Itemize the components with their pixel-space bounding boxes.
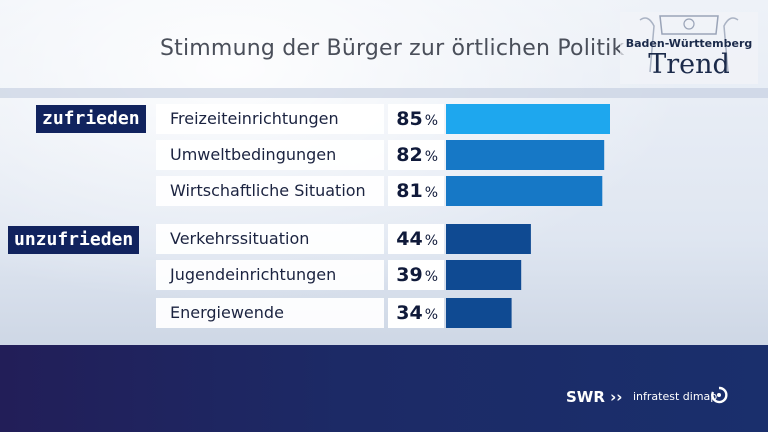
category-label: Wirtschaftliche Situation [156,176,384,206]
value-unit: % [424,233,438,249]
logo-line1: Baden-Württemberg [625,37,753,50]
value-label: 81% [388,176,444,206]
header-divider [0,88,768,98]
category-label: Umweltbedingungen [156,140,384,170]
broadcaster-name: SWR [566,388,605,406]
group-label-dissatisfied: unzufrieden [8,226,140,254]
value-label: 34% [388,298,444,328]
bar-2 [446,140,605,170]
bar-5 [446,260,522,290]
category-label: Verkehrssituation [156,224,384,254]
category-row: Wirtschaftliche Situation 81% [156,176,444,206]
value-number: 85 [396,108,423,130]
category-row: Verkehrssituation 44% [156,224,444,254]
infratest-logo-text: infratest dimap [633,390,718,403]
chart-title: Stimmung der Bürger zur örtlichen Politi… [160,36,625,61]
value-label: 39% [388,260,444,290]
infratest-logo-icon [711,386,728,404]
category-label: Jugendeinrichtungen [156,260,384,290]
chevron-right-icon: ›› [604,388,623,406]
footer-band [0,345,768,432]
category-label: Energiewende [156,298,384,328]
bar-4 [446,224,531,254]
bw-trend-logo: Baden-Württemberg Trend [620,12,758,84]
value-label: 85% [388,104,444,134]
category-row: Energiewende 34% [156,298,444,328]
value-label: 82% [388,140,444,170]
value-number: 39 [396,264,423,286]
value-label: 44% [388,224,444,254]
category-label: Freizeiteinrichtungen [156,104,384,134]
group-label-satisfied: zufrieden [36,105,146,133]
coat-of-arms-icon [620,12,758,84]
value-unit: % [424,185,438,201]
bar-1 [446,104,610,134]
value-number: 34 [396,302,423,324]
value-unit: % [424,149,438,165]
value-unit: % [424,113,438,129]
category-row: Umweltbedingungen 82% [156,140,444,170]
value-unit: % [424,269,438,285]
bar-6 [446,298,512,328]
logo-line2: Trend [648,49,730,80]
value-number: 82 [396,144,423,166]
bar-3 [446,176,603,206]
value-number: 44 [396,228,423,250]
category-row: Jugendeinrichtungen 39% [156,260,444,290]
swr-logo: SWR ›› [566,388,623,406]
value-unit: % [424,307,438,323]
value-number: 81 [396,180,423,202]
category-row: Freizeiteinrichtungen 85% [156,104,444,134]
